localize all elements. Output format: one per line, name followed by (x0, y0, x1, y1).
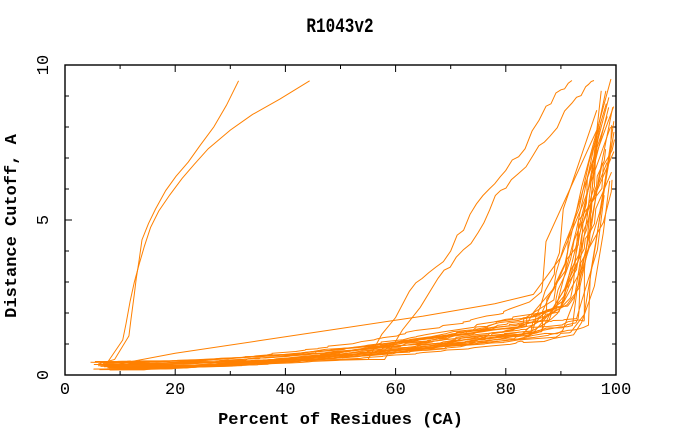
svg-text:Distance Cutoff, A: Distance Cutoff, A (3, 133, 22, 317)
svg-text:80: 80 (496, 381, 516, 400)
svg-text:0: 0 (60, 381, 70, 400)
svg-text:20: 20 (165, 381, 185, 400)
svg-text:60: 60 (385, 381, 405, 400)
svg-text:Percent of Residues (CA): Percent of Residues (CA) (218, 411, 463, 430)
svg-text:100: 100 (601, 381, 632, 400)
svg-text:5: 5 (35, 215, 54, 225)
svg-text:40: 40 (275, 381, 295, 400)
svg-text:0: 0 (35, 370, 54, 380)
svg-text:10: 10 (35, 55, 54, 75)
svg-text:R1043v2: R1043v2 (306, 17, 373, 39)
